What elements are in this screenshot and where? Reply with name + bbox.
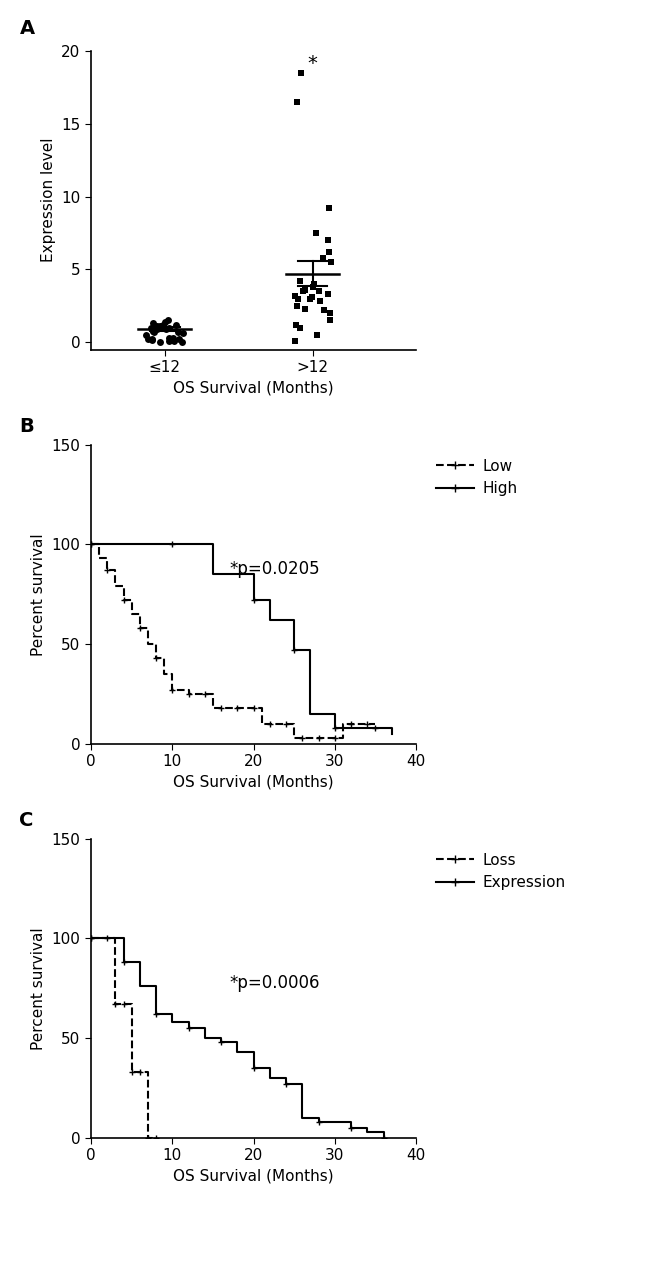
Point — [177, 323, 188, 343]
Point — [294, 318, 305, 338]
Point — [295, 271, 306, 291]
Point — [326, 252, 336, 272]
Point — [322, 230, 333, 250]
Point — [164, 318, 174, 338]
Point — [290, 330, 300, 351]
Point — [311, 325, 322, 346]
Point — [168, 330, 179, 351]
Text: *p=0.0205: *p=0.0205 — [229, 561, 320, 578]
Point — [308, 277, 318, 297]
Point — [311, 222, 322, 243]
Text: *p=0.0006: *p=0.0006 — [229, 974, 320, 993]
Point — [170, 315, 181, 336]
Point — [291, 315, 301, 336]
Text: *: * — [307, 53, 318, 72]
Y-axis label: Expression level: Expression level — [41, 139, 56, 262]
Point — [163, 330, 174, 351]
Y-axis label: Percent survival: Percent survival — [31, 533, 46, 656]
Point — [155, 332, 165, 352]
Point — [323, 283, 333, 304]
Text: B: B — [20, 417, 34, 436]
X-axis label: OS Survival (Months): OS Survival (Months) — [173, 774, 334, 789]
Legend: Low, High: Low, High — [430, 452, 523, 502]
Point — [146, 330, 157, 351]
Point — [292, 296, 302, 316]
X-axis label: OS Survival (Months): OS Survival (Months) — [173, 380, 334, 395]
Point — [307, 287, 318, 308]
Point — [177, 332, 187, 352]
Point — [324, 241, 335, 262]
Point — [172, 322, 183, 342]
Point — [305, 289, 315, 309]
Point — [151, 316, 162, 337]
Point — [158, 315, 168, 336]
Point — [146, 329, 157, 350]
Point — [141, 325, 151, 346]
Y-axis label: Percent survival: Percent survival — [31, 927, 46, 1050]
Point — [164, 328, 174, 348]
Point — [292, 92, 302, 112]
Point — [146, 318, 156, 338]
Point — [163, 310, 174, 330]
Point — [151, 318, 162, 338]
Point — [315, 291, 325, 311]
Point — [157, 318, 168, 338]
Point — [149, 322, 159, 342]
Text: C: C — [20, 811, 34, 830]
X-axis label: OS Survival (Months): OS Survival (Months) — [173, 1168, 334, 1183]
Point — [148, 313, 159, 333]
Point — [309, 273, 320, 294]
Point — [296, 62, 306, 83]
Point — [174, 328, 184, 348]
Point — [293, 289, 304, 309]
Point — [148, 320, 158, 341]
Point — [160, 311, 170, 332]
Point — [314, 281, 324, 301]
Point — [148, 320, 158, 341]
Point — [152, 319, 162, 339]
Point — [324, 310, 335, 330]
Point — [168, 328, 178, 348]
Point — [319, 300, 330, 320]
Point — [324, 198, 334, 219]
Point — [300, 280, 311, 300]
Point — [143, 329, 153, 350]
Point — [325, 302, 335, 323]
Legend: Loss, Expression: Loss, Expression — [430, 846, 571, 896]
Point — [289, 286, 300, 306]
Point — [155, 316, 165, 337]
Point — [298, 281, 309, 301]
Point — [318, 248, 328, 268]
Point — [300, 299, 310, 319]
Point — [161, 319, 171, 339]
Text: A: A — [20, 19, 34, 38]
